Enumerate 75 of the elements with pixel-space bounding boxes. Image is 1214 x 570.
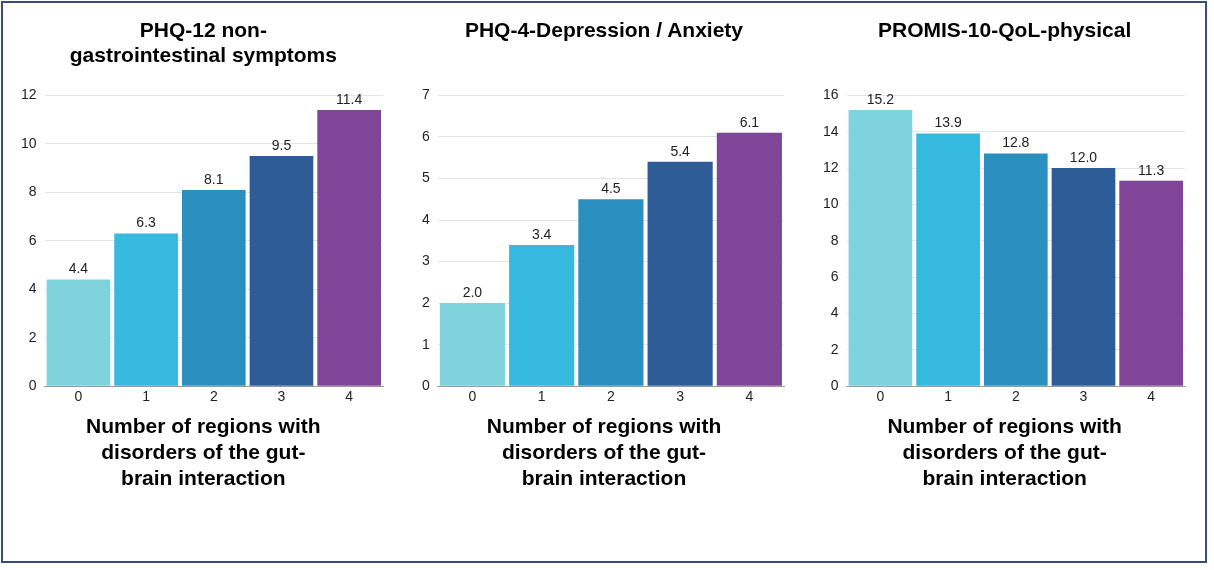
y-tick-label: 14 <box>822 122 839 139</box>
y-tick-label: 4 <box>830 304 839 321</box>
x-tick-label: 3 <box>277 388 286 405</box>
bar <box>1051 168 1115 386</box>
x-tick-label: 3 <box>676 388 685 405</box>
y-tick-label: 8 <box>29 183 38 200</box>
y-tick-label: 1 <box>421 335 430 352</box>
bar <box>983 153 1048 386</box>
chart-title: PHQ-4-Depression / Anxiety <box>463 17 744 43</box>
data-label: 9.5 <box>272 136 292 153</box>
y-tick-label: 12 <box>822 158 839 175</box>
y-tick-label: 2 <box>830 340 839 357</box>
x-tick-label: 2 <box>1011 388 1020 405</box>
x-tick-label: 4 <box>1146 388 1155 405</box>
y-tick-label: 6 <box>29 231 38 248</box>
x-tick-label: 4 <box>745 388 754 405</box>
bar <box>317 109 382 386</box>
x-tick-label: 0 <box>468 388 477 405</box>
y-tick-label: 8 <box>830 231 839 248</box>
data-label: 3.4 <box>531 225 552 242</box>
data-label: 4.5 <box>601 180 621 197</box>
y-tick-label: 6 <box>830 268 839 285</box>
y-tick-label: 4 <box>29 280 38 297</box>
data-label: 6.1 <box>739 113 760 130</box>
y-tick-label: 10 <box>21 134 38 151</box>
x-tick-label: 2 <box>606 388 615 405</box>
x-tick-label: 0 <box>876 388 885 405</box>
x-axis-title: Number of regions with disorders of the gut-brain interaction <box>485 413 723 491</box>
bar <box>182 189 246 386</box>
x-tick-label: 1 <box>142 388 151 405</box>
data-label: 6.3 <box>136 214 157 231</box>
data-label: 2.0 <box>462 283 483 300</box>
data-label: 8.1 <box>204 170 225 187</box>
data-label: 4.4 <box>69 260 89 277</box>
y-tick-label: 16 <box>822 86 839 103</box>
data-label: 5.4 <box>670 142 691 159</box>
y-tick-label: 3 <box>421 252 430 269</box>
y-tick-label: 2 <box>421 293 430 310</box>
y-tick-label: 0 <box>29 377 38 394</box>
x-tick-label: 2 <box>210 388 219 405</box>
bar <box>509 244 575 386</box>
x-tick-label: 1 <box>943 388 952 405</box>
data-label: 11.4 <box>336 90 363 107</box>
y-tick-label: 5 <box>421 169 430 186</box>
bar <box>46 279 111 386</box>
x-tick-label: 3 <box>1079 388 1088 405</box>
y-tick-label: 0 <box>421 377 430 394</box>
chart-title: PROMIS-10-QoL-physical <box>877 17 1133 43</box>
y-tick-label: 7 <box>421 86 430 103</box>
x-tick-label: 0 <box>74 388 83 405</box>
data-label: 11.3 <box>1137 161 1165 178</box>
bar <box>848 109 912 386</box>
bar <box>578 199 644 386</box>
data-label: 12.0 <box>1069 148 1097 165</box>
y-tick-label: 10 <box>822 195 839 212</box>
y-tick-label: 12 <box>21 86 38 103</box>
bar <box>439 303 505 386</box>
bar <box>647 161 713 386</box>
chart-title: PHQ-12 non-gastrointestinal symptoms <box>68 17 338 68</box>
data-label: 12.8 <box>1001 134 1030 151</box>
bar <box>716 132 782 386</box>
x-axis-title: Number of regions with disorders of the gut-brain interaction <box>85 413 322 491</box>
y-tick-label: 2 <box>29 328 38 345</box>
y-tick-label: 6 <box>421 127 430 144</box>
bar <box>915 133 980 386</box>
y-tick-label: 0 <box>830 377 839 394</box>
bar <box>1118 180 1183 386</box>
data-label: 15.2 <box>866 90 894 107</box>
x-tick-label: 1 <box>537 388 546 405</box>
data-label: 13.9 <box>934 114 962 131</box>
bar <box>114 233 179 386</box>
x-axis-title: Number of regions with disorders of the gut-brain interaction <box>886 413 1123 491</box>
bar <box>249 155 314 386</box>
y-tick-label: 4 <box>421 210 430 227</box>
x-tick-label: 4 <box>345 388 354 405</box>
